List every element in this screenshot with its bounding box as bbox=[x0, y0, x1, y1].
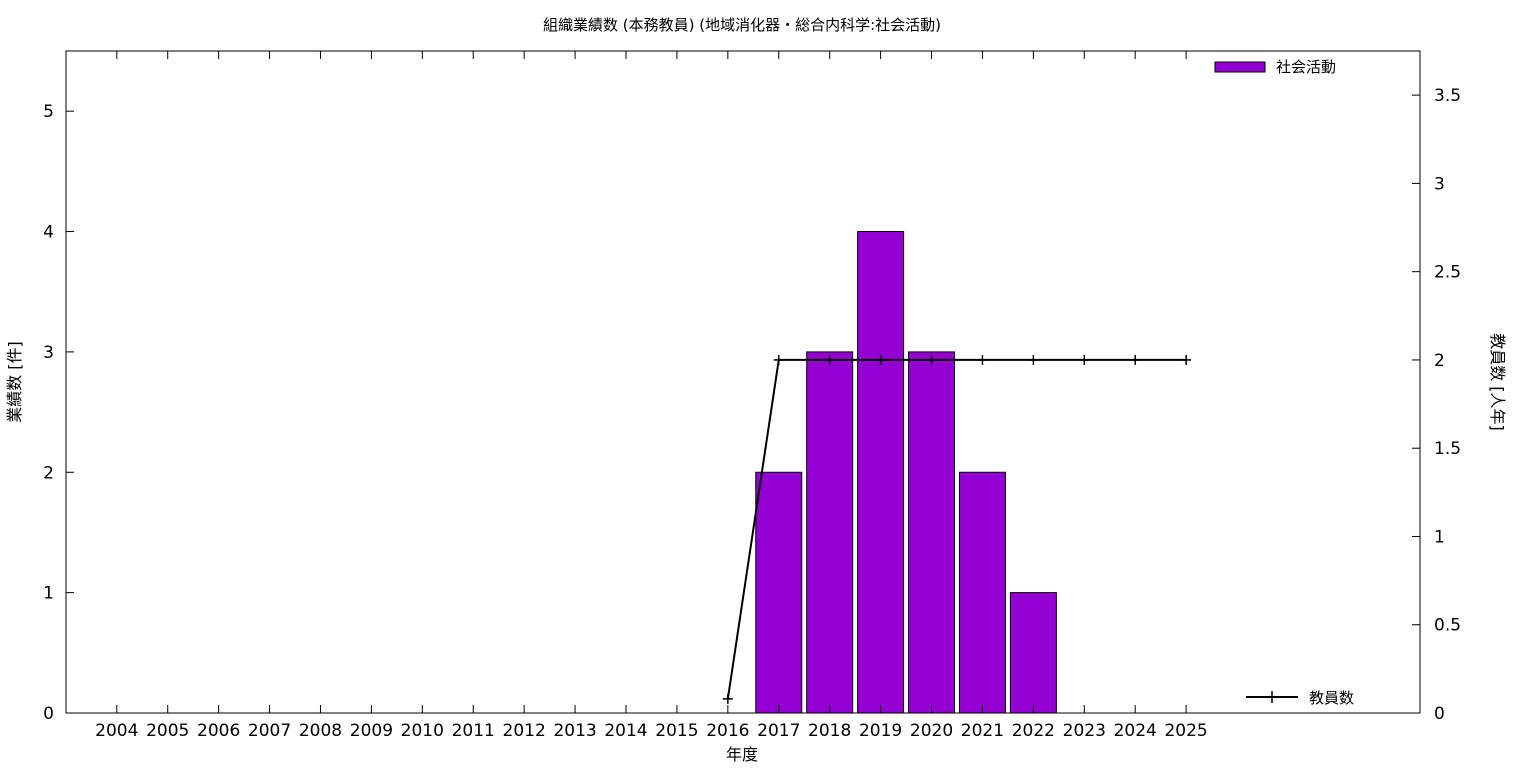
chart-title: 組織業績数 (本務教員) (地域消化器・総合内科学:社会活動) bbox=[543, 16, 941, 34]
x-axis-label: 年度 bbox=[726, 745, 758, 764]
y2-tick-label: 1 bbox=[1434, 527, 1445, 547]
y-tick-label: 5 bbox=[43, 102, 54, 122]
y2-tick-label: 2 bbox=[1434, 351, 1445, 371]
x-tick-label: 2005 bbox=[146, 721, 189, 741]
line-series-path bbox=[726, 358, 1187, 700]
x-tick-label: 2019 bbox=[859, 721, 902, 741]
x-tick-label: 2012 bbox=[503, 721, 546, 741]
x-tick-label: 2024 bbox=[1114, 721, 1157, 741]
x-tick-label: 2014 bbox=[604, 721, 647, 741]
x-tick-label: 2010 bbox=[401, 721, 444, 741]
legend-bar-swatch bbox=[1214, 61, 1266, 73]
x-tick-label: 2020 bbox=[910, 721, 953, 741]
bar-2020 bbox=[908, 351, 956, 714]
y2-tick-label: 1.5 bbox=[1434, 439, 1461, 459]
line-series bbox=[722, 354, 1192, 704]
y2-tick-label: 0 bbox=[1434, 704, 1445, 724]
y2-tick-label: 0.5 bbox=[1434, 616, 1461, 636]
axis-ticks: 2004 2005 2006 2007 2008 2009 2010 2011 2012 2013… bbox=[43, 51, 1461, 741]
x-tick-label: 2023 bbox=[1063, 721, 1106, 741]
x-tick-label: 2018 bbox=[808, 721, 851, 741]
x-tick-label: 2022 bbox=[1012, 721, 1055, 741]
y-tick-label: 1 bbox=[43, 584, 54, 604]
y-tick-label: 2 bbox=[43, 463, 54, 483]
y2-tick-label: 3.5 bbox=[1434, 86, 1461, 106]
y-tick-label: 4 bbox=[43, 223, 54, 243]
y2-tick-label: 2.5 bbox=[1434, 263, 1461, 283]
x-tick-label: 2011 bbox=[452, 721, 495, 741]
y2-axis-label: 教員数 [人年] bbox=[1488, 333, 1507, 431]
bar-2021 bbox=[958, 471, 1006, 714]
legend-line-label: 教員数 bbox=[1309, 689, 1354, 707]
bar-2019 bbox=[857, 231, 905, 714]
bar-2022 bbox=[1009, 592, 1057, 714]
x-tick-label: 2015 bbox=[655, 721, 698, 741]
y-tick-label: 0 bbox=[43, 704, 54, 724]
x-tick-label: 2004 bbox=[95, 721, 138, 741]
bar-2017 bbox=[755, 471, 803, 714]
x-tick-label: 2017 bbox=[757, 721, 800, 741]
y2-tick-label: 3 bbox=[1434, 174, 1445, 194]
x-tick-label: 2025 bbox=[1164, 721, 1207, 741]
legend-bar: 社会活動 bbox=[1214, 58, 1336, 76]
x-tick-label: 2007 bbox=[248, 721, 291, 741]
legend-line: 教員数 bbox=[1246, 689, 1354, 707]
legend-bar-label: 社会活動 bbox=[1276, 58, 1336, 76]
x-tick-label: 2006 bbox=[197, 721, 240, 741]
y-tick-label: 3 bbox=[43, 343, 54, 363]
x-tick-label: 2008 bbox=[299, 721, 342, 741]
bar-2018 bbox=[806, 351, 854, 714]
x-tick-label: 2021 bbox=[961, 721, 1004, 741]
x-tick-label: 2016 bbox=[706, 721, 749, 741]
x-tick-label: 2013 bbox=[553, 721, 596, 741]
plot-area-border bbox=[65, 50, 1421, 714]
y-axis-label: 業績数 [件] bbox=[5, 341, 24, 423]
x-tick-label: 2009 bbox=[350, 721, 393, 741]
bar-series bbox=[755, 231, 1057, 714]
